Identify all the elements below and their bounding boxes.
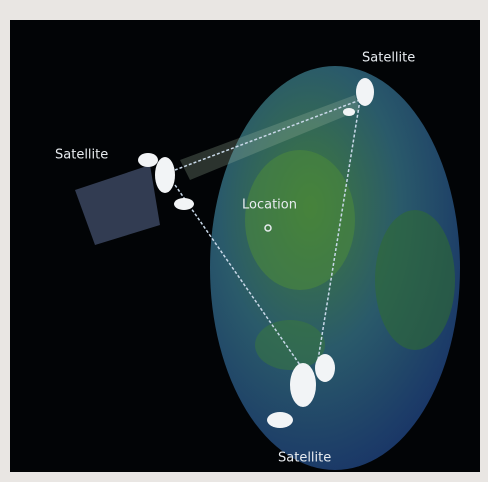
land	[255, 320, 325, 370]
land	[245, 150, 355, 290]
scene: Satellite Satellite Satellite Location	[0, 0, 488, 482]
satellite-label: Satellite	[362, 51, 415, 66]
satellite-label: Satellite	[278, 451, 331, 466]
land	[375, 210, 455, 350]
location-label: Location	[242, 198, 297, 213]
satellite-label: Satellite	[55, 148, 108, 163]
